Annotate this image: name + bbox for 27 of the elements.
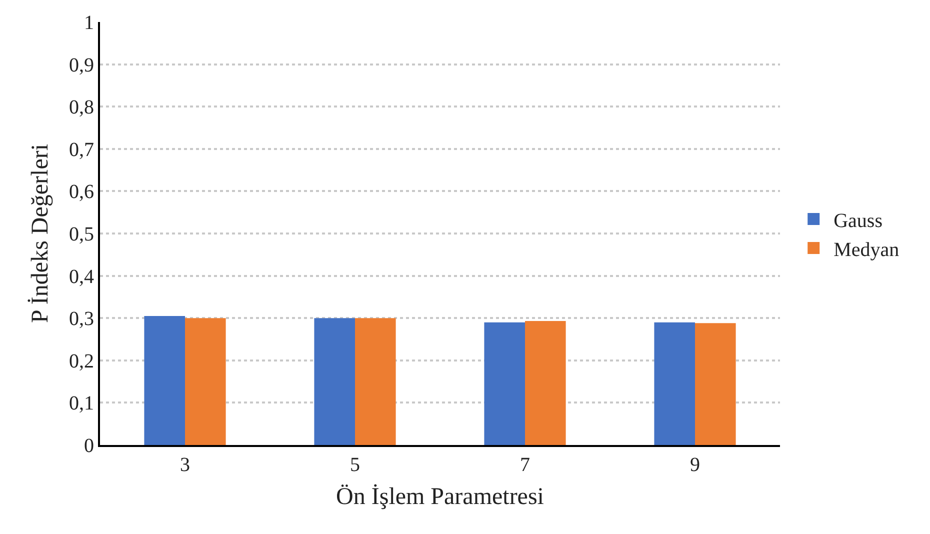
x-tick-label: 3	[180, 454, 190, 476]
legend-label: Gauss	[834, 210, 883, 232]
y-tick-label: 0,3	[69, 308, 94, 330]
y-tick-label: 0,1	[69, 392, 94, 415]
bar	[314, 318, 355, 445]
bar	[525, 321, 566, 445]
bar	[484, 322, 525, 445]
x-tick-label: 5	[350, 454, 360, 476]
y-tick-label: 0,4	[69, 266, 94, 288]
bar	[355, 318, 396, 445]
x-tick-label: 7	[520, 454, 530, 476]
y-tick-label: 0,8	[69, 96, 94, 119]
y-tick-label: 0,6	[69, 181, 94, 204]
y-tick-label: 0,7	[69, 138, 94, 161]
x-axis-title: Ön İşlem Parametresi	[336, 484, 544, 510]
legend-label: Medyan	[834, 238, 900, 261]
y-tick-label: 0,5	[69, 224, 94, 246]
bar	[695, 323, 736, 445]
y-tick-label: 0,2	[69, 350, 94, 372]
y-tick-label: 0,9	[69, 54, 94, 76]
y-tick-label: 0	[84, 435, 94, 457]
bar	[185, 318, 226, 445]
bar	[654, 322, 695, 445]
x-tick-label: 9	[690, 454, 700, 476]
y-tick-label: 1	[84, 12, 94, 34]
bar	[144, 316, 185, 445]
y-axis-title: P İndeks Değerleri	[28, 144, 54, 324]
